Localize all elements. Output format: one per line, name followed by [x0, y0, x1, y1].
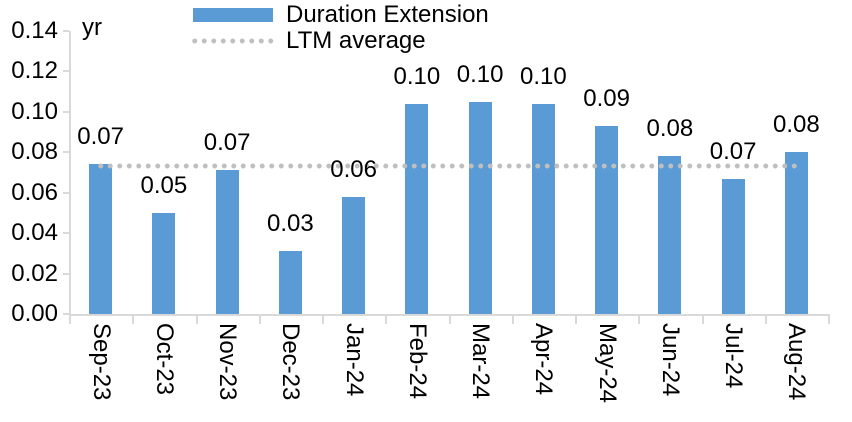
y-axis-tick-label: 0.14 — [11, 17, 58, 44]
dotted-line-swatch — [190, 38, 276, 44]
legend-label-duration-extension: Duration Extension — [286, 1, 489, 28]
x-axis-tick — [701, 314, 704, 324]
bar-Jul-24 — [721, 178, 745, 314]
y-axis-tick — [63, 151, 69, 154]
x-axis-label-Jul-24: Jul-24 — [720, 323, 748, 389]
data-label-Dec-23: 0.03 — [267, 210, 314, 238]
bar-Feb-24 — [405, 103, 429, 314]
y-axis-tick-label: 0.04 — [11, 219, 58, 247]
x-axis-label-Oct-23: Oct-23 — [150, 323, 178, 396]
x-axis-tick — [132, 314, 135, 324]
y-axis-tick-label: 0.12 — [11, 57, 58, 85]
x-axis-label-Dec-23: Dec-23 — [277, 323, 305, 401]
data-label-Feb-24: 0.10 — [393, 62, 441, 90]
bar-Jun-24 — [658, 156, 682, 314]
x-axis-tick — [828, 314, 830, 324]
data-label-Oct-23: 0.05 — [140, 171, 188, 199]
y-axis-tick — [63, 313, 69, 315]
y-axis-tick-label: 0.02 — [11, 259, 58, 287]
y-axis-tick-label: 0.06 — [11, 178, 58, 206]
x-axis-label-Mar-24: Mar-24 — [467, 323, 495, 400]
legend-item-ltm-average: LTM average — [190, 28, 489, 54]
x-axis-tick — [322, 314, 324, 324]
x-axis-label-Jan-24: Jan-24 — [340, 323, 368, 397]
legend-item-duration-extension: Duration Extension — [190, 2, 489, 28]
ltm-average-line — [95, 163, 802, 170]
x-axis-label-Jun-24: Jun-24 — [656, 323, 684, 397]
bar-May-24 — [595, 126, 619, 314]
y-axis-tick-label: 0.00 — [11, 300, 58, 327]
x-axis-tick — [195, 314, 198, 324]
x-axis-tick — [69, 314, 71, 324]
data-label-Apr-24: 0.10 — [520, 62, 567, 90]
y-axis-tick-label: 0.08 — [11, 138, 58, 166]
x-axis-label-Nov-23: Nov-23 — [214, 323, 242, 401]
bar-Nov-23 — [215, 170, 239, 314]
y-axis-tick — [63, 110, 69, 113]
y-axis-unit-label: yr — [82, 14, 102, 41]
y-axis-tick — [63, 272, 69, 275]
bar-Sep-23 — [89, 164, 113, 314]
bar-Apr-24 — [531, 103, 555, 314]
x-axis-label-Apr-24: Apr-24 — [530, 323, 558, 396]
legend-label-ltm-average: LTM average — [286, 27, 426, 54]
y-axis-line — [69, 31, 71, 316]
x-axis-tick — [638, 314, 641, 324]
y-axis-tick — [63, 191, 69, 194]
bar-Dec-23 — [278, 251, 302, 314]
y-axis-tick-label: 0.10 — [11, 97, 58, 125]
x-axis-tick — [511, 314, 514, 324]
data-label-Mar-24: 0.10 — [456, 60, 504, 88]
x-axis-tick — [448, 314, 451, 324]
bar-Oct-23 — [152, 212, 176, 314]
x-axis-label-Feb-24: Feb-24 — [403, 323, 431, 400]
data-label-Aug-24: 0.08 — [773, 111, 820, 139]
bar-Aug-24 — [784, 152, 808, 314]
x-axis-tick — [764, 314, 767, 324]
bar-series-swatch — [193, 8, 273, 22]
bar-Mar-24 — [468, 101, 492, 314]
x-axis-label-Sep-23: Sep-23 — [87, 323, 115, 401]
x-axis-label-Aug-24: Aug-24 — [783, 323, 811, 401]
y-axis-tick — [63, 70, 69, 73]
data-label-Jan-24: 0.06 — [330, 155, 377, 183]
data-label-Jul-24: 0.07 — [709, 137, 757, 165]
y-axis-tick — [63, 232, 69, 235]
data-label-Jun-24: 0.08 — [646, 115, 694, 143]
x-axis-label-May-24: May-24 — [593, 323, 621, 404]
y-axis-tick — [63, 30, 69, 32]
x-axis-tick — [258, 314, 261, 324]
legend: Duration Extension LTM average — [190, 2, 489, 54]
data-label-Nov-23: 0.07 — [203, 129, 251, 157]
data-label-May-24: 0.09 — [583, 85, 630, 112]
x-axis-tick — [385, 314, 388, 324]
data-label-Sep-23: 0.07 — [77, 123, 124, 151]
x-axis-tick — [575, 314, 577, 324]
bar-Jan-24 — [342, 196, 366, 314]
